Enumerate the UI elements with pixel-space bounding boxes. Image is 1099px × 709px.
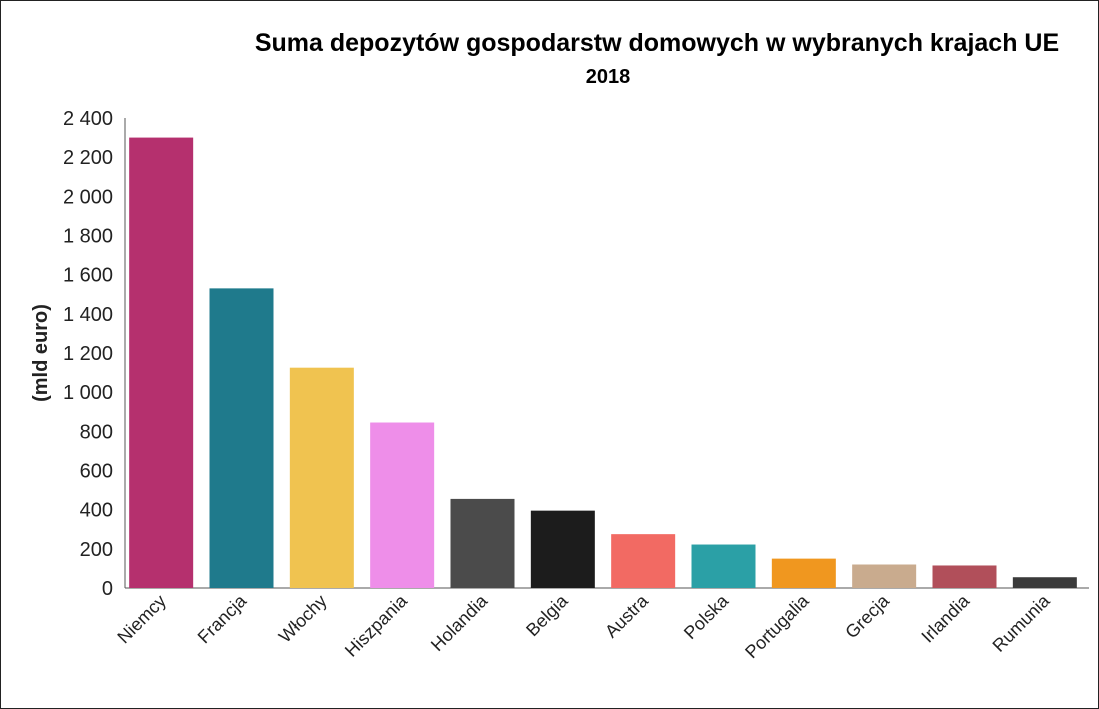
x-tick-label: Niemcy xyxy=(113,591,170,648)
y-tick-label: 1 600 xyxy=(63,265,113,287)
x-tick-label: Rumunia xyxy=(989,590,1055,656)
bar xyxy=(852,564,917,588)
y-axis-label: (mld euro) xyxy=(30,304,52,402)
x-tick-label: Polska xyxy=(680,590,733,643)
y-tick-label: 200 xyxy=(80,539,113,561)
bar xyxy=(530,510,595,588)
bar xyxy=(932,565,997,588)
bar xyxy=(370,422,435,588)
y-tick-label: 600 xyxy=(80,461,113,483)
bar xyxy=(1012,577,1077,588)
y-tick-label: 1 800 xyxy=(63,226,113,248)
bar xyxy=(771,558,836,588)
x-tick-label: Grecja xyxy=(841,590,893,642)
y-tick-label: 400 xyxy=(80,500,113,522)
x-tick-label: Portugalia xyxy=(741,590,813,662)
x-tick-label: Austra xyxy=(601,590,653,642)
x-tick-label: Irlandia xyxy=(917,590,974,647)
y-tick-label: 2 200 xyxy=(63,147,113,169)
bar xyxy=(289,367,354,588)
chart-title: Suma depozytów gospodarstw domowych w wy… xyxy=(254,29,1060,57)
x-tick-label: Hiszpania xyxy=(341,590,412,661)
bar xyxy=(129,137,194,589)
y-tick-label: 1 400 xyxy=(63,304,113,326)
x-tick-label: Holandia xyxy=(427,590,492,655)
bar xyxy=(209,288,274,588)
x-tick-label: Francja xyxy=(194,590,251,647)
y-tick-label: 1 000 xyxy=(63,382,113,404)
chart-subtitle: 2018 xyxy=(585,66,631,88)
y-tick-label: 2 000 xyxy=(63,186,113,208)
y-tick-label: 0 xyxy=(102,578,113,600)
bar xyxy=(450,498,515,588)
x-tick-label: Włochy xyxy=(275,591,331,647)
bar xyxy=(611,534,676,588)
y-tick-label: 800 xyxy=(80,421,113,443)
bar xyxy=(691,544,756,588)
y-tick-label: 2 400 xyxy=(63,108,113,130)
x-tick-label: Belgia xyxy=(522,590,572,640)
y-tick-label: 1 200 xyxy=(63,343,113,365)
